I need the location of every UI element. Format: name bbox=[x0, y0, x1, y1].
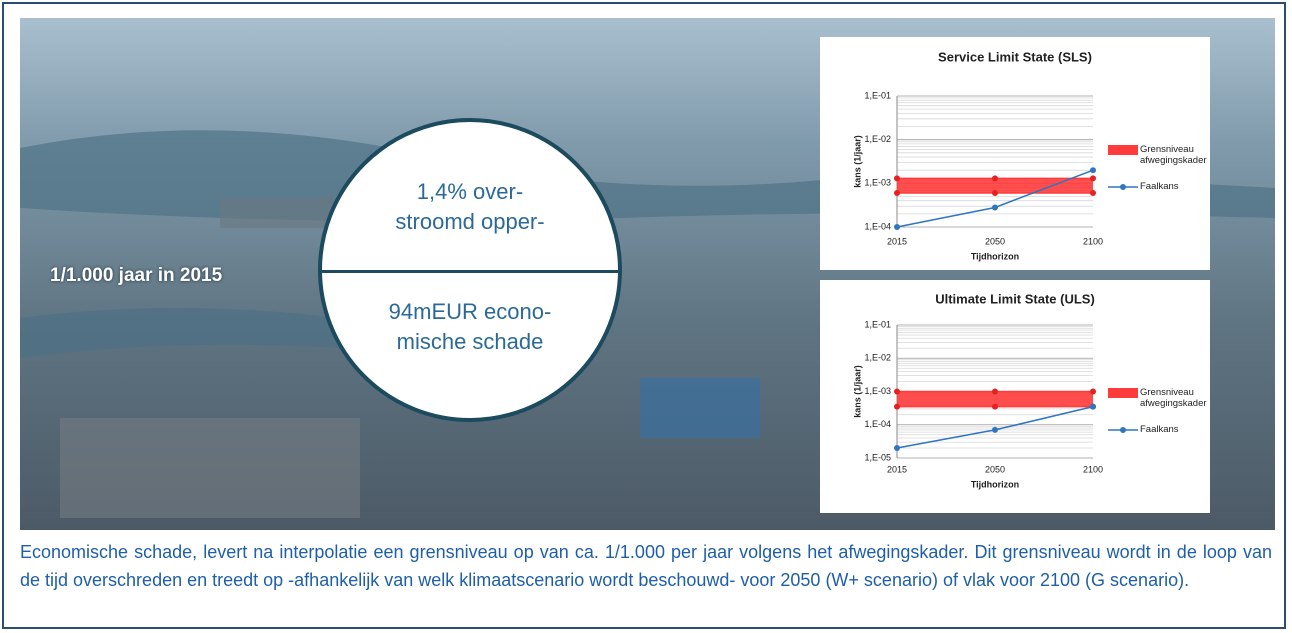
series-point bbox=[992, 204, 998, 210]
y-tick-label: 1,E-03 bbox=[864, 178, 891, 188]
y-tick-label: 1,E-02 bbox=[864, 353, 891, 363]
legend-label: Grensniveau afwegingskader bbox=[1140, 387, 1220, 409]
chart: Service Limit State (SLS) 1,E-04 1,E-03 1,E… bbox=[820, 37, 1210, 270]
legend-label: Faalkans bbox=[1140, 181, 1220, 192]
y-axis-title: kans (1/jaar) bbox=[852, 135, 862, 188]
band-point bbox=[894, 190, 900, 196]
legend-label: Faalkans bbox=[1140, 424, 1220, 435]
band-point bbox=[1090, 389, 1096, 395]
x-tick-label: 2015 bbox=[887, 236, 907, 246]
y-tick-label: 1,E-04 bbox=[864, 221, 891, 231]
caption: Economische schade, levert na interpolat… bbox=[20, 538, 1272, 594]
band-point bbox=[894, 175, 900, 181]
band-point bbox=[992, 190, 998, 196]
y-tick-label: 1,E-01 bbox=[864, 90, 891, 100]
band-point bbox=[894, 389, 900, 395]
series-point bbox=[894, 224, 900, 230]
y-tick-label: 1,E-02 bbox=[864, 134, 891, 144]
x-axis-title: Tijdhorizon bbox=[971, 479, 1019, 489]
legend-swatch bbox=[1108, 388, 1138, 398]
chart: Ultimate Limit State (ULS) 1,E-05 1,E-04 1,… bbox=[820, 280, 1210, 513]
x-tick-label: 2050 bbox=[985, 464, 1005, 474]
series-point bbox=[992, 427, 998, 433]
band-point bbox=[992, 175, 998, 181]
x-tick-label: 2100 bbox=[1083, 236, 1103, 246]
circle-bottom-line: 94mEUR econo- bbox=[322, 297, 618, 327]
chart-title: Ultimate Limit State (ULS) bbox=[935, 291, 1095, 306]
return-period-label: 1/1.000 jaar in 2015 bbox=[50, 265, 222, 287]
legend-swatch bbox=[1120, 427, 1126, 433]
x-tick-label: 2050 bbox=[985, 236, 1005, 246]
circle-top-line: 1,4% over- bbox=[322, 177, 618, 207]
y-tick-label: 1,E-05 bbox=[864, 452, 891, 462]
circle-bottom-line: mische schade bbox=[322, 327, 618, 357]
chart-title: Service Limit State (SLS) bbox=[938, 49, 1092, 64]
divider bbox=[322, 270, 618, 273]
band-point bbox=[992, 404, 998, 410]
x-tick-label: 2100 bbox=[1083, 464, 1103, 474]
series-point bbox=[1090, 404, 1096, 410]
summary-circle: 1,4% over- stroomd opper- 94mEUR econo- … bbox=[318, 118, 622, 422]
band-point bbox=[992, 389, 998, 395]
x-axis-title: Tijdhorizon bbox=[971, 251, 1019, 261]
page: 1/1.000 jaar in 2015 1,4% over- stroomd … bbox=[0, 0, 1292, 633]
y-tick-label: 1,E-01 bbox=[864, 319, 891, 329]
band-point bbox=[1090, 175, 1096, 181]
y-tick-label: 1,E-03 bbox=[864, 386, 891, 396]
y-axis-title: kans (1/jaar) bbox=[852, 365, 862, 418]
band-point bbox=[1090, 190, 1096, 196]
series-point bbox=[894, 445, 900, 451]
legend-swatch bbox=[1108, 145, 1138, 155]
legend-swatch bbox=[1120, 184, 1126, 190]
series-point bbox=[1090, 167, 1096, 173]
y-tick-label: 1,E-04 bbox=[864, 419, 891, 429]
x-tick-label: 2015 bbox=[887, 464, 907, 474]
legend-label: Grensniveau afwegingskader bbox=[1140, 144, 1220, 166]
circle-top-line: stroomd opper- bbox=[322, 207, 618, 237]
band-point bbox=[894, 404, 900, 410]
